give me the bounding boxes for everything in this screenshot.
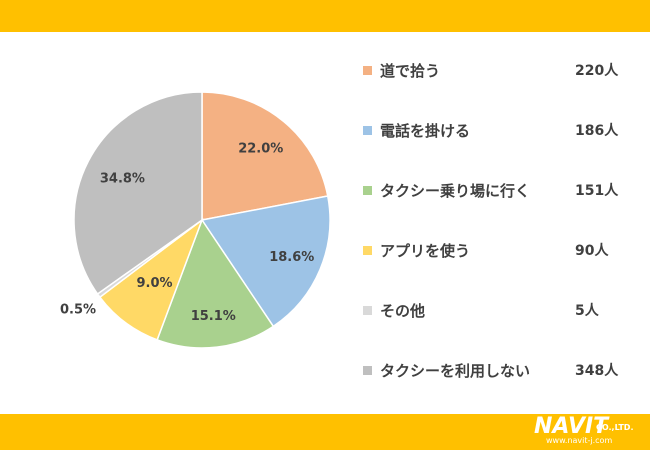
legend-label: タクシー乗り場に行く	[380, 181, 531, 200]
legend-item: 電話を掛ける 186人	[363, 118, 633, 142]
slice-value-label: 22.0%	[238, 141, 283, 156]
company-logo: NAVIT CO.,LTD. www.navit-j.com	[534, 414, 646, 448]
legend-count: 186人	[575, 123, 619, 139]
pie-slice	[200, 195, 331, 328]
legend-count: 5人	[575, 303, 599, 319]
legend-label: アプリを使う	[380, 241, 471, 260]
slice-value-label: 18.6%	[269, 250, 314, 265]
logo-suffix: CO.,LTD.	[596, 423, 634, 432]
pie-slice	[73, 91, 203, 295]
slice-value-label: 9.0%	[137, 276, 173, 291]
legend-swatch	[363, 185, 372, 195]
pie-slice	[156, 218, 275, 349]
slice-value-label: 15.1%	[191, 309, 236, 324]
legend-count: 151人	[575, 183, 619, 199]
bottom-band	[0, 414, 650, 450]
legend-label: 電話を掛ける	[380, 121, 471, 140]
logo-url: www.navit-j.com	[546, 436, 613, 445]
legend-swatch	[363, 245, 372, 255]
logo-brand: NAVIT	[534, 414, 609, 439]
pie-slice	[201, 91, 329, 221]
legend-item: 道で拾う 220人	[363, 58, 633, 82]
legend-item: タクシーを利用しない 348人	[363, 358, 633, 382]
legend-label: 道で拾う	[380, 61, 441, 80]
legend-swatch	[363, 65, 372, 75]
legend-label: タクシーを利用しない	[380, 361, 531, 380]
legend-label: その他	[380, 301, 426, 320]
legend-count: 220人	[575, 63, 619, 79]
slice-value-label: 0.5%	[60, 303, 96, 318]
legend-item: アプリを使う 90人	[363, 238, 633, 262]
legend-swatch	[363, 305, 372, 315]
legend-count: 90人	[575, 243, 609, 259]
legend-swatch	[363, 365, 372, 375]
legend-count: 348人	[575, 363, 619, 379]
legend-swatch	[363, 125, 372, 135]
top-band	[0, 0, 650, 32]
slice-value-label: 34.8%	[100, 171, 145, 186]
legend-item: その他 5人	[363, 298, 633, 322]
legend-item: タクシー乗り場に行く 151人	[363, 178, 633, 202]
